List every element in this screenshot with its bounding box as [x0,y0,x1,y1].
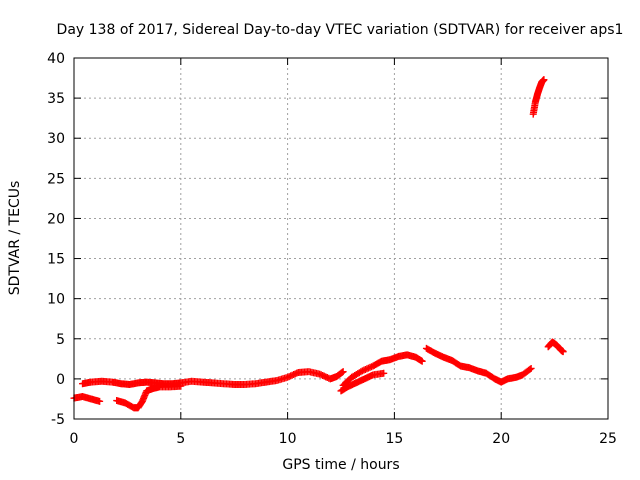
chart-title: Day 138 of 2017, Sidereal Day-to-day VTE… [57,22,624,38]
data-point [540,76,548,84]
plot-frame [73,57,609,420]
y-tick-label: -5 [51,412,65,428]
x-tick-label: 10 [279,431,297,447]
data-point [527,364,535,372]
data-points [70,76,567,412]
y-tick-label: 10 [47,292,65,308]
data-point [339,368,347,376]
y-tick-label: 35 [47,91,65,107]
x-tick-label: 20 [492,431,510,447]
data-point [357,368,365,376]
data-point [96,397,104,405]
data-point [177,382,185,390]
data-point [559,348,567,356]
y-tick-label: 15 [47,252,65,268]
data-point [526,365,534,373]
y-tick-label: 25 [47,171,65,187]
axis-ticks: 0 5 10 15 20 25 -5 0 5 10 15 20 25 30 35 40 [47,51,617,447]
x-tick-label: 0 [70,431,79,447]
data-point [380,369,388,377]
x-tick-label: 25 [599,431,617,447]
y-tick-label: 5 [56,332,65,348]
y-axis-label: SDTVAR / TECUs [7,181,23,296]
y-tick-label: 20 [47,211,65,227]
x-axis-label: GPS time / hours [282,457,399,473]
data-point [418,357,426,365]
y-tick-label: 40 [47,51,65,67]
grid-lines [74,58,608,419]
x-tick-label: 15 [385,431,403,447]
x-tick-label: 5 [176,431,185,447]
y-tick-label: 0 [56,372,65,388]
y-tick-label: 30 [47,131,65,147]
